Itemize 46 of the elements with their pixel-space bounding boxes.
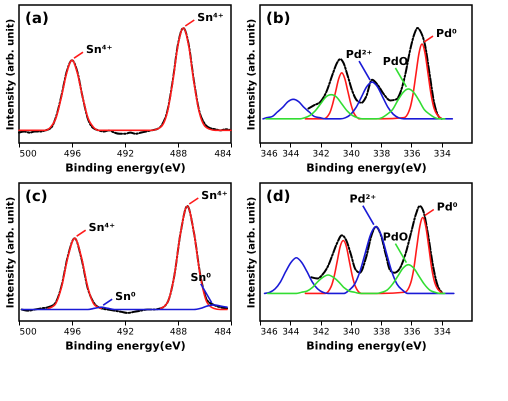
x-tick-label: 492 — [116, 328, 134, 338]
x-tick-label: 336 — [403, 150, 421, 160]
x-tick-label: 346 — [260, 328, 278, 338]
annotation: Sn⁰ — [115, 290, 136, 304]
x-tick-label: 496 — [64, 150, 82, 160]
text: (d) — [266, 187, 290, 205]
x-tick-label: 484 — [214, 328, 232, 338]
text: (a) — [25, 9, 49, 27]
y-axis-title: Intensity (arb. unit) — [6, 18, 16, 130]
x-tick-label: 488 — [170, 150, 188, 160]
x-tick-label: 344 — [282, 150, 300, 160]
x-axis-title: Binding energy(eV) — [65, 340, 186, 352]
y-axis-title: Intensity (arb. unit) — [6, 196, 16, 308]
annotation: Pd²⁺ — [346, 48, 373, 62]
annotation: Pd²⁺ — [350, 192, 376, 206]
annotation: Sn⁴⁺ — [86, 43, 113, 56]
x-tick-label: 488 — [170, 328, 188, 338]
x-tick-label: 484 — [214, 150, 232, 160]
x-tick-label: 342 — [312, 150, 330, 160]
annotation: Pd⁰ — [436, 200, 458, 214]
annotation: Pd⁰ — [436, 27, 457, 40]
annotation: Sn⁴⁺ — [197, 11, 224, 24]
x-tick-label: 336 — [403, 328, 421, 338]
text: (b) — [266, 9, 290, 27]
x-tick-label: 344 — [282, 328, 300, 338]
x-tick-label: 496 — [64, 328, 82, 338]
x-tick-label: 342 — [312, 328, 330, 338]
x-tick-label: 340 — [342, 328, 360, 338]
y-axis-title: Intensity (arb. unit) — [246, 196, 258, 308]
x-axis-title: Binding energy(eV) — [306, 162, 427, 174]
annotation: Sn⁴⁺ — [88, 221, 116, 234]
annotation: Sn⁴⁺ — [201, 189, 228, 202]
x-tick-label: 340 — [342, 150, 360, 160]
x-tick-label: 338 — [373, 150, 390, 160]
x-tick-label: 492 — [116, 150, 134, 160]
x-tick-label: 500 — [20, 328, 37, 338]
x-tick-label: 334 — [434, 328, 452, 338]
text: (c) — [25, 187, 48, 205]
y-axis-title: Intensity (arb. unit) — [246, 18, 258, 130]
annotation: PdO — [382, 230, 408, 244]
x-tick-label: 346 — [260, 150, 278, 160]
x-tick-label: 334 — [434, 150, 452, 160]
x-axis-title: Binding energy(eV) — [65, 162, 186, 174]
x-tick-label: 338 — [373, 328, 390, 338]
x-axis-title: Binding energy(eV) — [306, 340, 427, 352]
x-tick-label: 500 — [20, 150, 37, 160]
